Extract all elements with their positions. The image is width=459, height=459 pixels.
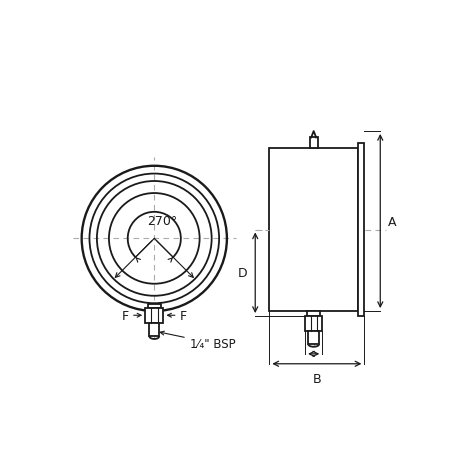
Text: F: F	[122, 309, 129, 322]
Text: 1⁄₄" BSP: 1⁄₄" BSP	[160, 331, 235, 350]
Text: F: F	[179, 309, 186, 322]
Bar	[306, 311, 320, 316]
Bar	[149, 323, 159, 336]
Bar	[357, 143, 364, 317]
Bar	[304, 316, 321, 331]
Text: B: B	[312, 372, 320, 385]
Text: G: G	[308, 333, 318, 346]
Bar	[309, 138, 317, 149]
Text: D: D	[237, 267, 247, 280]
Text: A: A	[387, 215, 396, 228]
Bar	[269, 149, 357, 311]
Bar	[308, 331, 318, 345]
Text: 270°: 270°	[146, 215, 177, 228]
Bar	[147, 304, 161, 308]
Bar	[145, 308, 163, 323]
